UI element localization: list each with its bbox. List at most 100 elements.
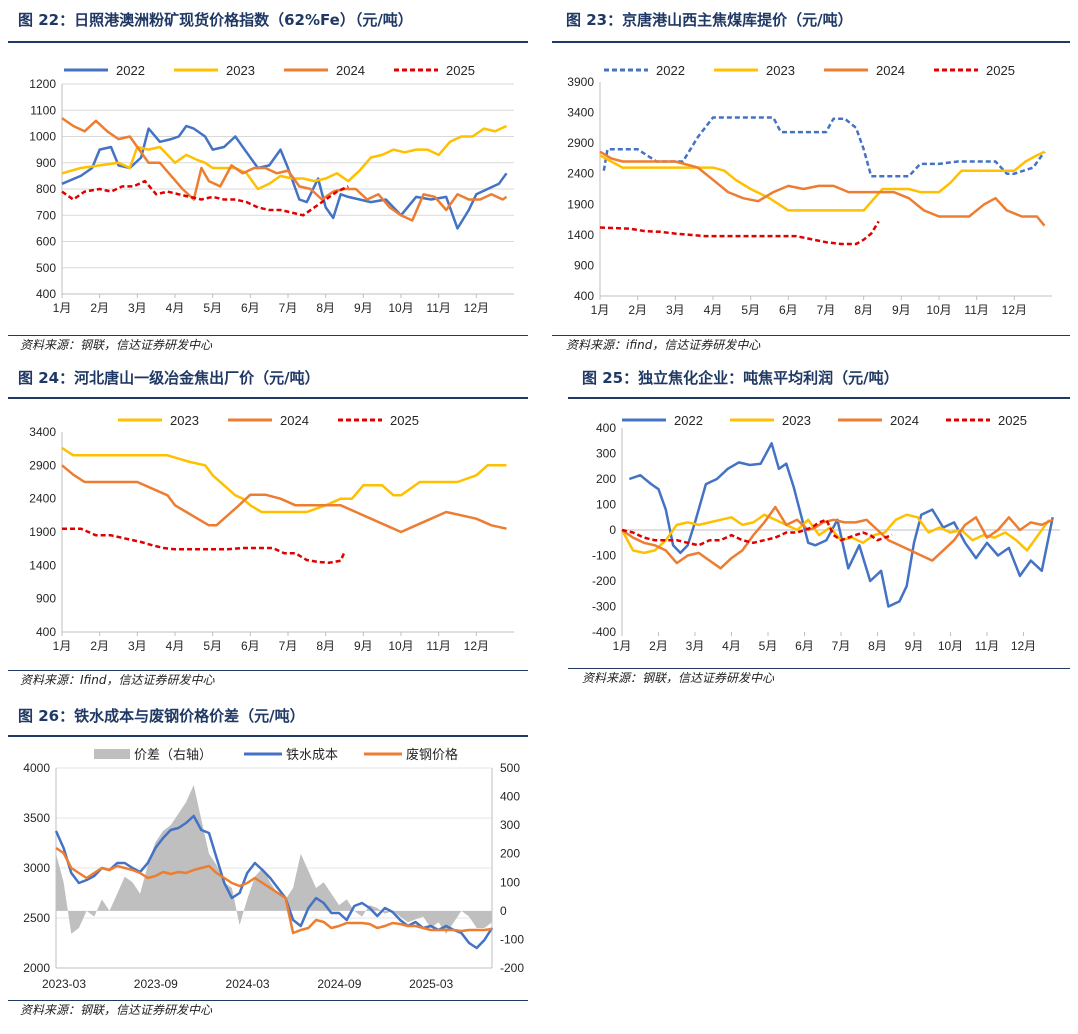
chart-fig22: 400 500 600 700 800 900 1000 1100 1200 1月 2月 3月 4月 5月… bbox=[8, 58, 528, 332]
series-line-2023 bbox=[599, 150, 1046, 212]
legend-label: 铁水成本 bbox=[286, 747, 338, 762]
x-tick-label: 2024-03 bbox=[226, 977, 270, 991]
x-tick-label: 7月 bbox=[817, 303, 836, 317]
x-tick-label: 10月 bbox=[388, 639, 413, 653]
y-right-tick-label: 300 bbox=[500, 818, 520, 832]
x-tick-label: 12月 bbox=[1011, 639, 1036, 653]
series-line-2023 bbox=[61, 124, 508, 191]
series-line-2024 bbox=[599, 150, 1046, 227]
x-tick-label: 3月 bbox=[128, 301, 147, 315]
x-tick-label: 1月 bbox=[53, 639, 72, 653]
y-tick-label: 2400 bbox=[29, 492, 56, 506]
source-divider bbox=[568, 668, 1070, 669]
chart-fig24: 400 900 1400 1900 2400 2900 3400 1月 2月 3月 4月 5月 6月 7月… bbox=[8, 408, 528, 666]
series-line-2025 bbox=[62, 527, 346, 564]
legend-label: 2024 bbox=[890, 413, 919, 428]
y-tick-label: 800 bbox=[36, 182, 56, 196]
x-tick-label: 5月 bbox=[741, 303, 760, 317]
x-tick-label: 2025-03 bbox=[409, 977, 453, 991]
title-divider bbox=[552, 41, 1070, 43]
x-tick-label: 12月 bbox=[464, 639, 489, 653]
x-tick-label: 10月 bbox=[938, 639, 963, 653]
x-tick-label: 8月 bbox=[316, 639, 335, 653]
legend-label: 废钢价格 bbox=[406, 747, 458, 762]
y-tick-label: 1400 bbox=[567, 228, 594, 242]
x-tick-label: 2月 bbox=[649, 639, 668, 653]
series-line-2024 bbox=[61, 117, 508, 222]
x-tick-label: 4月 bbox=[722, 639, 741, 653]
x-tick-label: 7月 bbox=[279, 639, 298, 653]
chart-fig26: 2000 2500 3000 3500 4000 -200 -100 0 100 200 300 40… bbox=[8, 742, 528, 998]
y-tick-label: 900 bbox=[36, 156, 56, 170]
x-tick-label: 8月 bbox=[854, 303, 873, 317]
x-tick-label: 11月 bbox=[975, 639, 999, 653]
figure-title: 图 24：河北唐山一级冶金焦出厂价（元/吨） bbox=[18, 369, 320, 387]
x-tick-label: 2月 bbox=[90, 301, 109, 315]
title-divider bbox=[8, 397, 528, 399]
figure-title: 图 22：日照港澳洲粉矿现货价格指数（62%Fe）（元/吨） bbox=[18, 11, 413, 29]
y-left-tick-label: 3000 bbox=[23, 861, 50, 875]
y-tick-label: 2900 bbox=[567, 136, 594, 150]
panel-fig26: 图 26：铁水成本与废钢价格价差（元/吨） 2000 2500 3000 3500 40… bbox=[8, 704, 528, 1030]
series-line-2025 bbox=[61, 179, 349, 217]
x-tick-label: 11月 bbox=[964, 303, 988, 317]
x-tick-label: 1月 bbox=[613, 639, 632, 653]
title-divider bbox=[8, 41, 528, 43]
x-tick-label: 9月 bbox=[905, 639, 924, 653]
y-right-tick-label: 100 bbox=[500, 875, 520, 889]
y-tick-label: 1900 bbox=[29, 525, 56, 539]
x-tick-label: 1月 bbox=[53, 301, 72, 315]
x-tick-label: 5月 bbox=[203, 301, 222, 315]
y-tick-label: 400 bbox=[596, 421, 616, 435]
y-tick-label: 2400 bbox=[567, 167, 594, 181]
y-tick-label: 3900 bbox=[567, 75, 594, 89]
panel-fig22: 图 22：日照港澳洲粉矿现货价格指数（62%Fe）（元/吨） 400 500 600… bbox=[8, 8, 528, 358]
x-tick-label: 6月 bbox=[241, 301, 260, 315]
y-tick-label: 400 bbox=[574, 289, 594, 303]
y-tick-label: -100 bbox=[592, 549, 616, 563]
x-tick-label: 9月 bbox=[892, 303, 911, 317]
x-tick-label: 9月 bbox=[354, 639, 373, 653]
line-chart-coke-price: 400 900 1400 1900 2400 2900 3400 1月 2月 3月 4月 5月 6月 7月… bbox=[29, 413, 514, 653]
y-tick-label: 600 bbox=[36, 235, 56, 249]
legend-label: 2023 bbox=[782, 413, 811, 428]
x-tick-label: 3月 bbox=[128, 639, 147, 653]
x-tick-label: 12月 bbox=[1002, 303, 1027, 317]
legend-swatch-spread bbox=[94, 749, 130, 759]
y-tick-label: 900 bbox=[36, 592, 56, 606]
legend-label: 2024 bbox=[336, 63, 365, 78]
panel-fig24: 图 24：河北唐山一级冶金焦出厂价（元/吨） 400 900 1400 1900 240… bbox=[8, 366, 528, 696]
legend-label: 2024 bbox=[280, 413, 309, 428]
title-divider bbox=[568, 397, 1070, 399]
y-tick-label: 2900 bbox=[29, 458, 56, 472]
figure-title: 图 23：京唐港山西主焦煤库提价（元/吨） bbox=[566, 11, 853, 29]
x-tick-label: 6月 bbox=[779, 303, 798, 317]
y-right-tick-label: 400 bbox=[500, 790, 520, 804]
source-divider bbox=[8, 1000, 528, 1001]
x-tick-label: 11月 bbox=[426, 639, 450, 653]
x-tick-label: 1月 bbox=[591, 303, 610, 317]
x-tick-label: 3月 bbox=[686, 639, 705, 653]
legend-label: 2025 bbox=[390, 413, 419, 428]
x-tick-label: 10月 bbox=[388, 301, 413, 315]
x-tick-label: 9月 bbox=[354, 301, 373, 315]
figure-title: 图 26：铁水成本与废钢价格价差（元/吨） bbox=[18, 707, 305, 725]
chart-fig23: 400 900 1400 1900 2400 2900 3400 3900 1月 2月 3月 4月 5月… bbox=[552, 58, 1070, 332]
legend-label: 价差（右轴） bbox=[134, 747, 212, 762]
figure-title: 图 25：独立焦化企业：吨焦平均利润（元/吨） bbox=[582, 369, 899, 387]
line-chart-coking-coal-price: 400 900 1400 1900 2400 2900 3400 3900 1月 2月 3月 4月 5月… bbox=[567, 63, 1052, 317]
y-tick-label: 500 bbox=[36, 261, 56, 275]
source-note: 资料来源：Ifind，信达证券研发中心 bbox=[20, 673, 215, 687]
x-tick-label: 8月 bbox=[316, 301, 335, 315]
y-left-tick-label: 2500 bbox=[23, 911, 50, 925]
legend-label: 2023 bbox=[226, 63, 255, 78]
y-tick-label: 3400 bbox=[29, 425, 56, 439]
series-line-2023 bbox=[61, 446, 507, 514]
series-line-铁水成本 bbox=[54, 814, 494, 950]
y-left-tick-label: 4000 bbox=[23, 761, 50, 775]
x-tick-label: 10月 bbox=[926, 303, 951, 317]
x-tick-label: 4月 bbox=[166, 301, 185, 315]
y-right-tick-label: 500 bbox=[500, 761, 520, 775]
x-tick-label: 8月 bbox=[868, 639, 887, 653]
series-line-2022 bbox=[61, 124, 508, 230]
